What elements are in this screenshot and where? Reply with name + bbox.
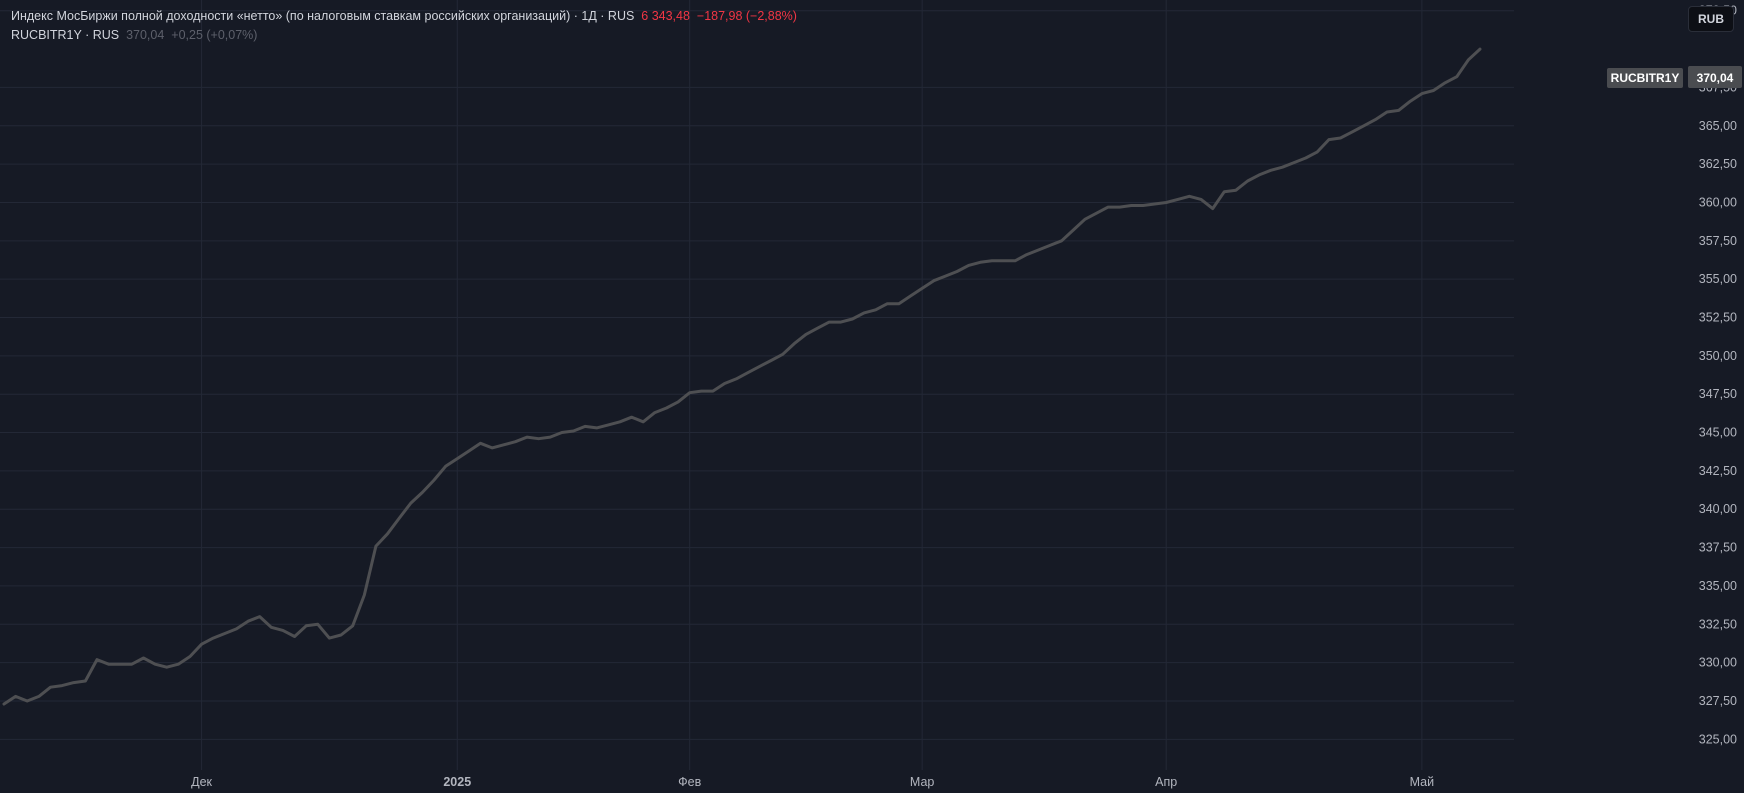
y-tick-label: 352,50 [1699, 311, 1737, 325]
tag-value-bg [1688, 66, 1742, 88]
tag-symbol-bg [1607, 68, 1683, 88]
legend-secondary: RUCBITR1Y · RUS 370,04 +0,25 (+0,07%) [11, 28, 257, 42]
legend-primary-title: Индекс МосБиржи полной доходности «нетто… [11, 9, 635, 23]
y-tick-label: 347,50 [1699, 387, 1737, 401]
series-line-rucbitr1y [2, 47, 1482, 706]
legend-secondary-change: +0,25 (+0,07%) [171, 28, 258, 42]
tag-value: 370,04 [1697, 71, 1734, 85]
x-tick-label: Мар [910, 775, 935, 789]
y-tick-label: 362,50 [1699, 157, 1737, 171]
y-tick-label: 355,00 [1699, 272, 1737, 286]
y-tick-label: 330,00 [1699, 656, 1737, 670]
currency-button[interactable]: RUB [1688, 6, 1734, 32]
x-tick-label: Дек [191, 775, 212, 789]
y-tick-label: 365,00 [1699, 119, 1737, 133]
legend-secondary-title: RUCBITR1Y · RUS [11, 28, 120, 42]
tag-symbol: RUCBITR1Y [1611, 71, 1680, 85]
price-axis[interactable]: 325,00 327,50 330,00 332,50 335,00 337,50 340,… [1699, 4, 1737, 747]
legend-secondary-last: 370,04 [126, 28, 165, 42]
legend-primary-last: 6 343,48 [641, 9, 690, 23]
y-tick-label: 325,00 [1699, 732, 1737, 746]
y-tick-label: 357,50 [1699, 234, 1737, 248]
y-tick-label: 337,50 [1699, 541, 1737, 555]
y-tick-label: 327,50 [1699, 694, 1737, 708]
y-tick-label: 340,00 [1699, 502, 1737, 516]
x-tick-label: 2025 [443, 775, 471, 789]
last-price-tag: RUCBITR1Y 370,04 [1607, 66, 1742, 88]
y-tick-label: 345,00 [1699, 426, 1737, 440]
legend-primary-change: −187,98 (−2,88%) [696, 9, 797, 23]
legend-primary: Индекс МосБиржи полной доходности «нетто… [11, 9, 797, 23]
y-tick-label: 350,00 [1699, 349, 1737, 363]
y-tick-label: 360,00 [1699, 195, 1737, 209]
y-tick-label: 332,50 [1699, 617, 1737, 631]
x-tick-label: Апр [1155, 775, 1177, 789]
y-tick-label: 335,00 [1699, 579, 1737, 593]
chart-grid [0, 0, 1514, 770]
x-tick-label: Май [1410, 775, 1435, 789]
time-axis[interactable]: Дек 2025 Фев Мар Апр Май [191, 775, 1434, 789]
x-tick-label: Фев [678, 775, 701, 789]
y-tick-label: 342,50 [1699, 464, 1737, 478]
